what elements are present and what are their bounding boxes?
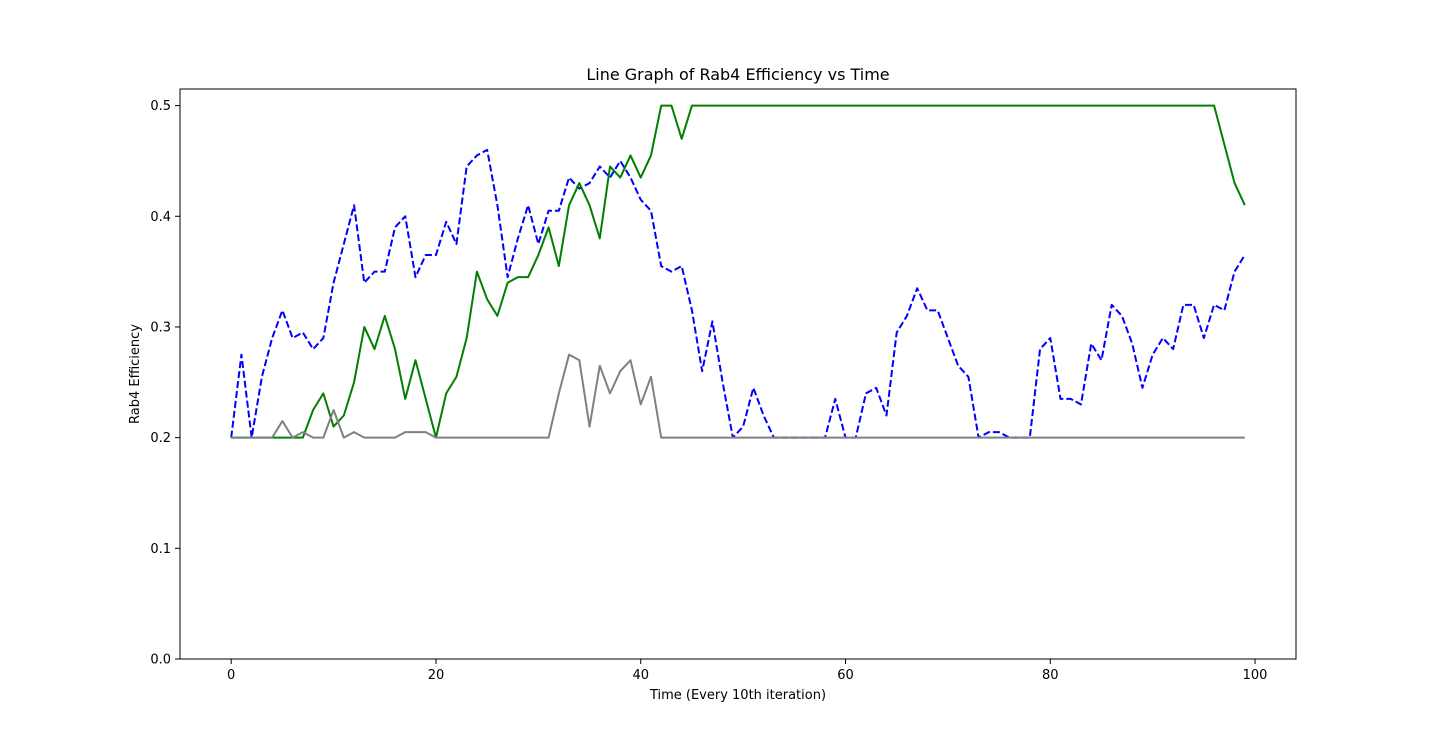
y-tick-label: 0.1 xyxy=(150,542,171,557)
x-tick-label: 60 xyxy=(837,668,854,683)
x-tick-label: 100 xyxy=(1243,668,1268,683)
y-tick-label: 0.5 xyxy=(150,99,171,114)
series-line-2 xyxy=(231,104,1246,439)
x-axis-label: Time (Every 10th iteration) xyxy=(649,688,826,703)
x-tick-label: 20 xyxy=(428,668,445,683)
y-tick-label: 0.3 xyxy=(150,320,171,335)
y-axis-label: Rab4 Efficiency xyxy=(128,324,143,424)
series-layer xyxy=(230,104,1246,439)
axes-layer xyxy=(179,88,1297,660)
chart-title: Line Graph of Rab4 Efficiency vs Time xyxy=(586,65,889,84)
x-axis-ticks: 0 20 40 60 80 100 xyxy=(227,659,1267,683)
y-tick-label: 0.0 xyxy=(150,653,171,668)
x-tick-label: 80 xyxy=(1042,668,1059,683)
plot-frame xyxy=(179,88,1297,660)
y-axis-ticks: 0.0 0.1 0.2 0.3 0.4 0.5 xyxy=(150,99,180,668)
series-line-3 xyxy=(231,353,1245,439)
series-line-1 xyxy=(230,148,1246,439)
y-tick-label: 0.2 xyxy=(150,431,171,446)
y-tick-label: 0.4 xyxy=(150,210,171,225)
x-tick-label: 40 xyxy=(632,668,649,683)
x-tick-label: 0 xyxy=(227,668,235,683)
